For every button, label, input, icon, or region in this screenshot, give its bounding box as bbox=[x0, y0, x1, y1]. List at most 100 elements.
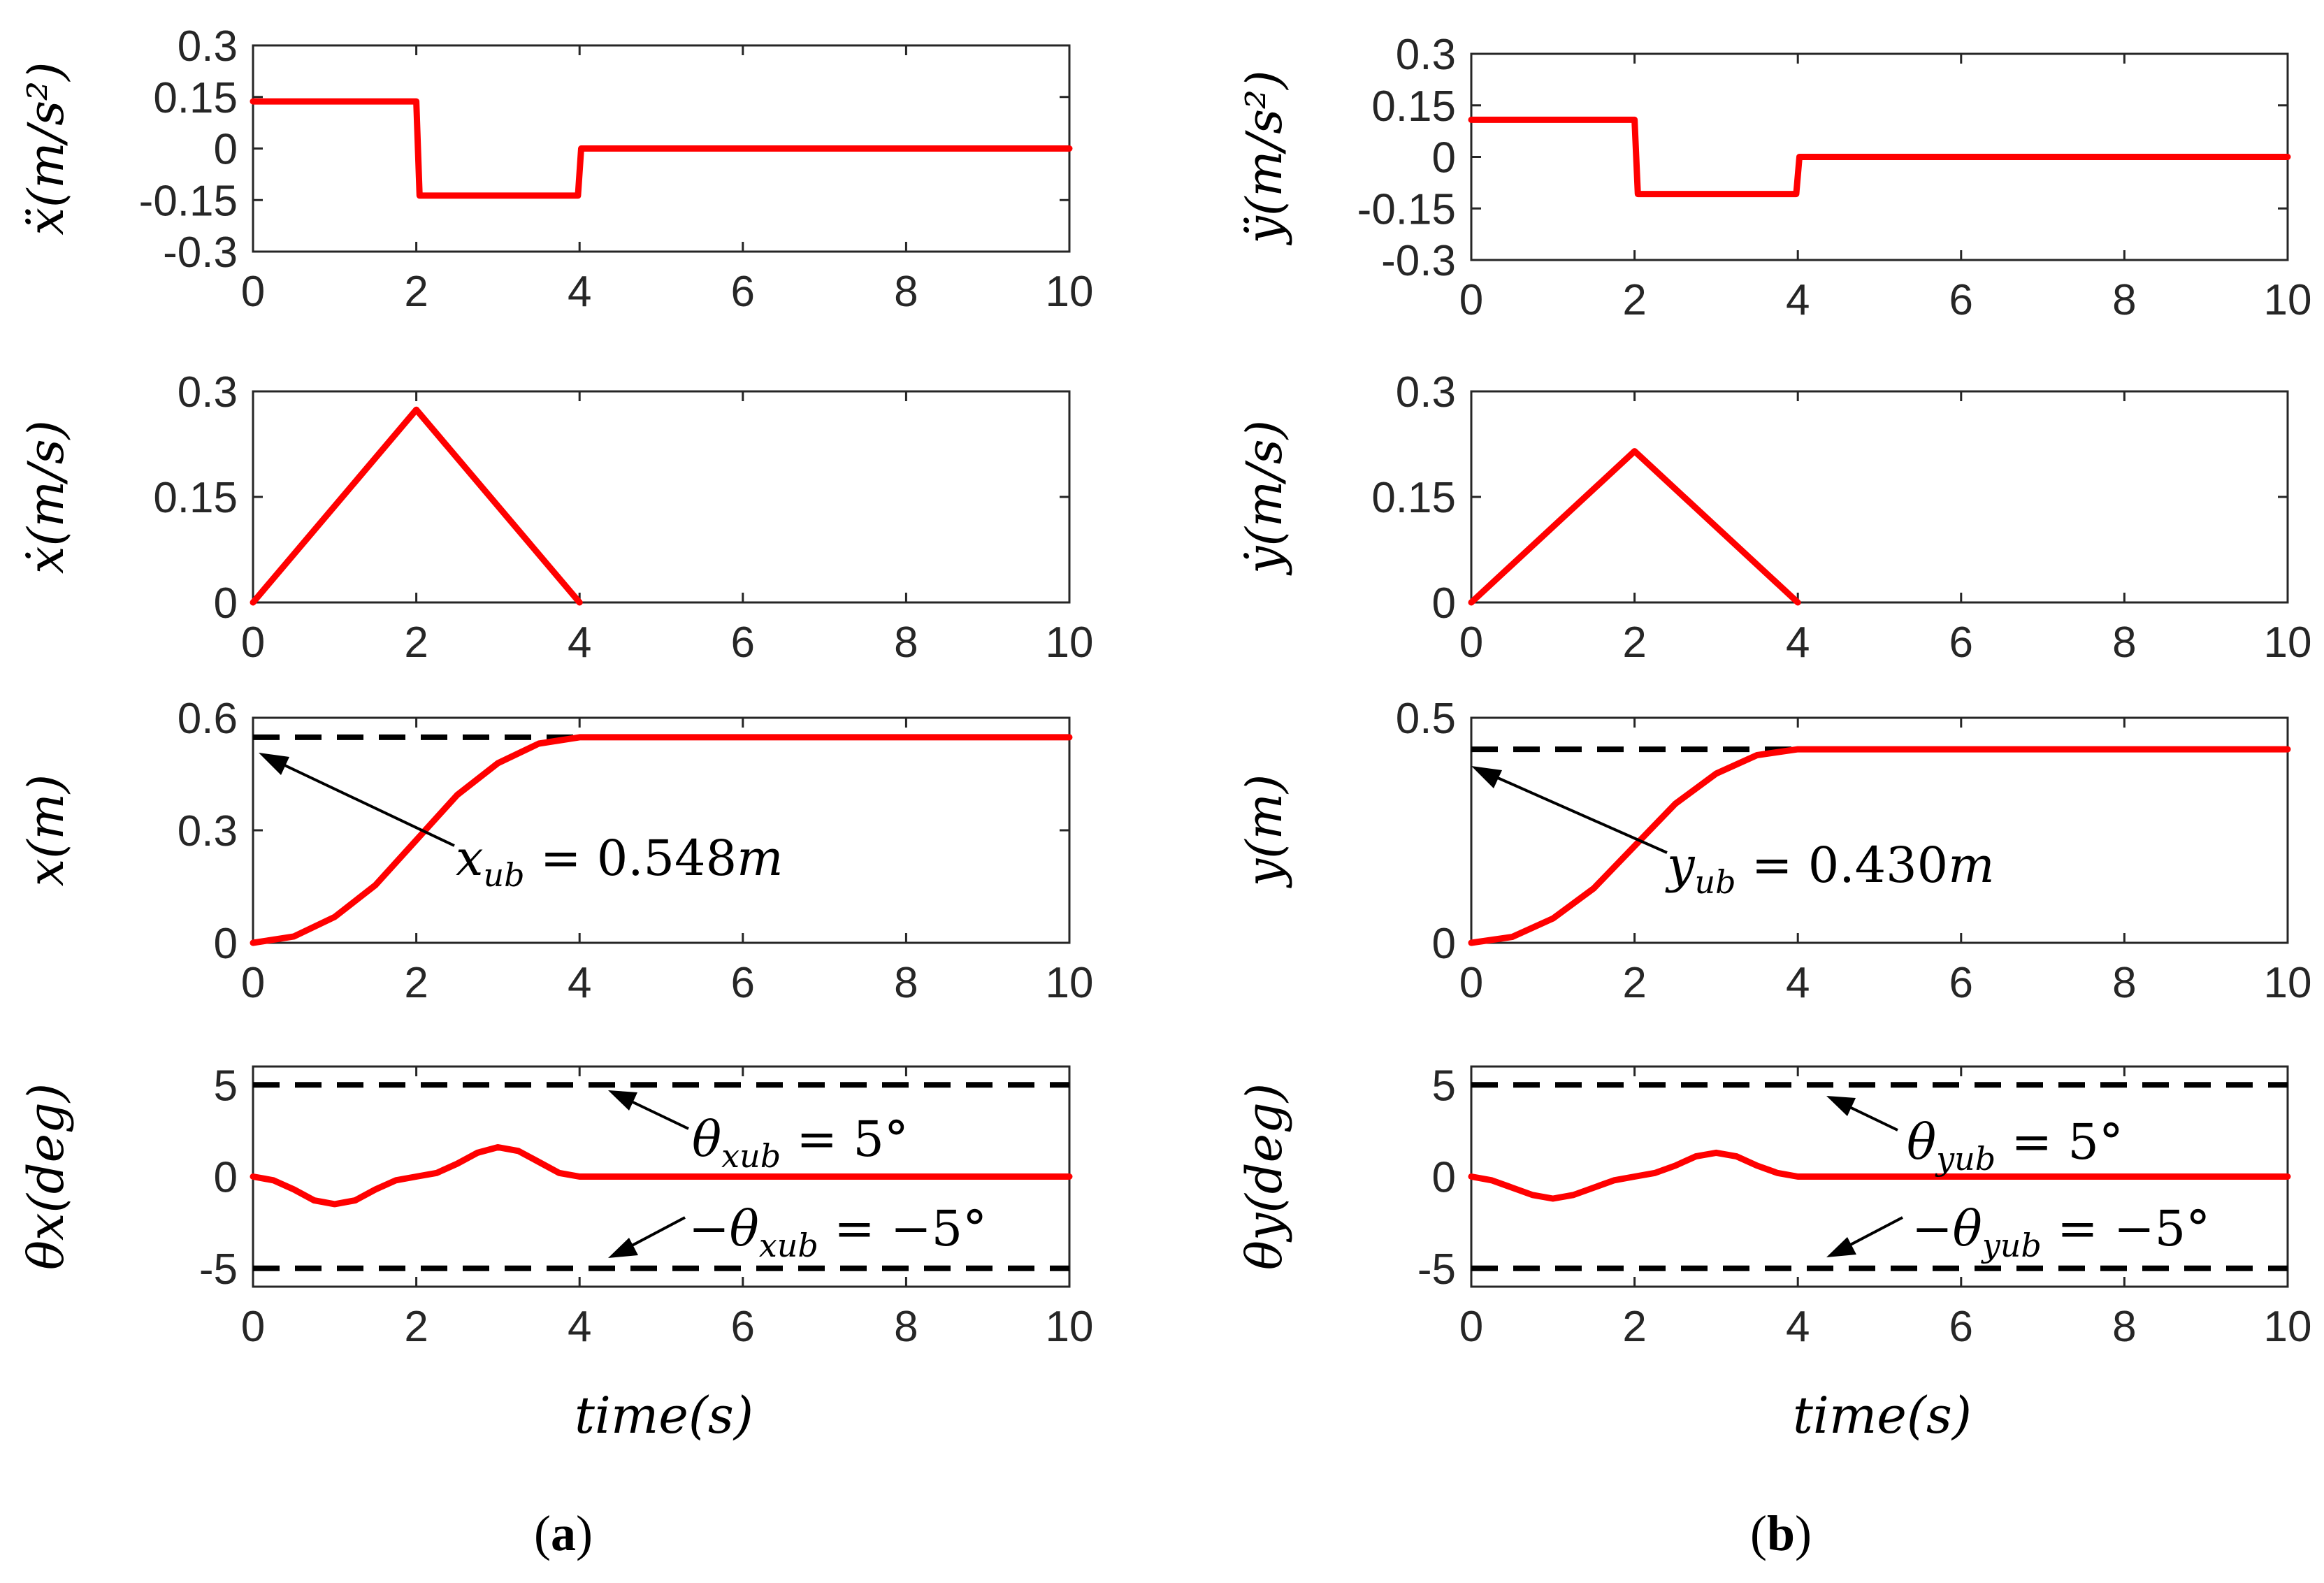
x-tick-label: 2 bbox=[404, 268, 428, 316]
annotation-y-ub: yub = 0.430m bbox=[1471, 766, 1995, 901]
y-axis-label: θx(deg) bbox=[17, 1083, 75, 1270]
x-tick-label: 6 bbox=[1949, 959, 1973, 1007]
y-tick-label: 0.15 bbox=[1371, 82, 1456, 131]
y-tick-label: 0.3 bbox=[1396, 368, 1456, 417]
arrowhead bbox=[1826, 1237, 1856, 1257]
arrow-line bbox=[266, 756, 455, 847]
y-tick-label: 0 bbox=[214, 579, 238, 628]
y-tick-label: 0.6 bbox=[178, 695, 238, 743]
x-tick-label: 4 bbox=[1786, 1303, 1810, 1351]
x-tick-label: 4 bbox=[568, 1303, 591, 1351]
y-tick-label: 0.15 bbox=[1371, 474, 1456, 522]
series-line bbox=[250, 98, 1073, 199]
y-tick-label: 0.3 bbox=[178, 22, 238, 71]
y-tick-label: -0.15 bbox=[139, 177, 238, 225]
subfigure-label-b: (b) bbox=[1750, 1505, 1812, 1561]
series-line bbox=[250, 1144, 1073, 1208]
x-tick-label: 6 bbox=[1949, 1303, 1973, 1351]
y-tick-label: 0 bbox=[1432, 134, 1456, 182]
theta-xub-label: θxub = 5° bbox=[692, 1111, 909, 1175]
chart-a_x: 0 2 4 6 8 10 0.6 0.3 0 x(m) bbox=[17, 695, 1093, 1007]
y-tick-label: -5 bbox=[199, 1245, 238, 1294]
x-tick-label: 0 bbox=[241, 959, 265, 1007]
y-ub-label: yub = 0.430m bbox=[1665, 837, 1995, 901]
arrowhead bbox=[1471, 766, 1502, 788]
x-tick-label: 4 bbox=[1786, 959, 1810, 1007]
x-tick-label: 6 bbox=[731, 268, 755, 316]
x-tick-label: 10 bbox=[1046, 1303, 1094, 1351]
y-tick-label: 0 bbox=[214, 126, 238, 174]
x-tick-label: 6 bbox=[731, 1303, 755, 1351]
y-axis-label: θy(deg) bbox=[1236, 1083, 1293, 1270]
neg-theta-xub-label: −θxub = −5° bbox=[688, 1200, 987, 1264]
y-tick-label: 0 bbox=[1432, 1154, 1456, 1202]
y-axis-label: ẍ(m/s²) bbox=[17, 62, 75, 235]
y-axis-label: x(m) bbox=[17, 774, 75, 886]
y-tick-label: -0.3 bbox=[1381, 237, 1456, 285]
x-tick-label: 8 bbox=[894, 619, 918, 667]
x-tick-label: 2 bbox=[404, 1303, 428, 1351]
x-tick-label: 8 bbox=[894, 1303, 918, 1351]
x-tick-label: 0 bbox=[1459, 276, 1483, 324]
x-tick-label: 4 bbox=[568, 959, 591, 1007]
y-tick-label: 0 bbox=[214, 1154, 238, 1202]
y-tick-label: 0.3 bbox=[1396, 31, 1456, 79]
series-line bbox=[250, 406, 583, 606]
chart-a_xd: 0 2 4 6 8 10 0.3 0.15 0 ẋ(m/s) bbox=[17, 368, 1093, 667]
y-tick-label: 0.15 bbox=[153, 74, 238, 122]
arrowhead bbox=[608, 1238, 638, 1258]
series-line bbox=[250, 734, 1073, 946]
x-tick-label: 0 bbox=[1459, 619, 1483, 667]
arrowhead bbox=[1826, 1096, 1856, 1116]
x-tick-label: 6 bbox=[731, 959, 755, 1007]
x-tick-label: 4 bbox=[568, 619, 591, 667]
x-tick-label: 10 bbox=[2264, 1303, 2312, 1351]
x-tick-label: 4 bbox=[1786, 276, 1810, 324]
x-tick-label: 10 bbox=[1046, 619, 1094, 667]
x-tick-label: 6 bbox=[1949, 276, 1973, 324]
arrow-line bbox=[1480, 769, 1668, 854]
y-tick-label: -5 bbox=[1417, 1245, 1456, 1294]
x-tick-label: 8 bbox=[2112, 1303, 2136, 1351]
y-tick-label: 0 bbox=[1432, 920, 1456, 968]
arrow-line bbox=[623, 1216, 686, 1251]
x-ub-label: xub = 0.548m bbox=[456, 830, 784, 894]
x-tick-label: 6 bbox=[1949, 619, 1973, 667]
x-axis-label-b: time(s) bbox=[1793, 1386, 1972, 1445]
arrow-line bbox=[625, 1097, 689, 1130]
annotation-theta-yub: θyub = 5° bbox=[1826, 1096, 2123, 1178]
axes-box bbox=[252, 390, 1071, 604]
x-tick-label: 8 bbox=[894, 959, 918, 1007]
y-axis-label: y(m) bbox=[1236, 774, 1293, 889]
x-tick-label: 0 bbox=[241, 1303, 265, 1351]
y-tick-label: 0.3 bbox=[178, 807, 238, 855]
x-tick-label: 10 bbox=[1046, 268, 1094, 316]
theta-yub-label: θyub = 5° bbox=[1907, 1113, 2123, 1178]
series-line bbox=[1468, 1149, 2291, 1202]
x-tick-label: 2 bbox=[1622, 959, 1646, 1007]
panels: 0 2 4 6 8 100.30.150-0.15-0.3ẍ(m/s²)0 2 4 6 8 100.… bbox=[17, 22, 2311, 1351]
y-tick-label: 0.15 bbox=[153, 474, 238, 522]
x-tick-label: 6 bbox=[731, 619, 755, 667]
annotation-x-ub: xub = 0.548m bbox=[259, 753, 784, 894]
y-tick-label: 5 bbox=[1432, 1062, 1456, 1110]
series-line bbox=[1468, 448, 1801, 606]
annotation-neg-theta-xub: −θxub = −5° bbox=[608, 1200, 987, 1264]
x-tick-label: 10 bbox=[2264, 276, 2312, 324]
y-axis-label: ẋ(m/s) bbox=[17, 420, 75, 574]
chart-b_y: 0 2 4 6 8 10 0.5 0 y(m) bbox=[1236, 695, 2311, 1007]
x-tick-label: 2 bbox=[1622, 619, 1646, 667]
x-tick-label: 0 bbox=[1459, 959, 1483, 1007]
y-axis-label: ÿ(m/s²) bbox=[1236, 70, 1293, 245]
x-tick-label: 2 bbox=[1622, 1303, 1646, 1351]
x-tick-label: 0 bbox=[241, 619, 265, 667]
series-line bbox=[1468, 746, 2291, 946]
neg-theta-yub-label: −θyub = −5° bbox=[1912, 1200, 2210, 1264]
y-tick-label: 0 bbox=[1432, 579, 1456, 628]
arrow-line bbox=[1842, 1216, 1903, 1250]
arrowhead bbox=[259, 753, 289, 775]
y-tick-label: -0.3 bbox=[163, 229, 238, 277]
